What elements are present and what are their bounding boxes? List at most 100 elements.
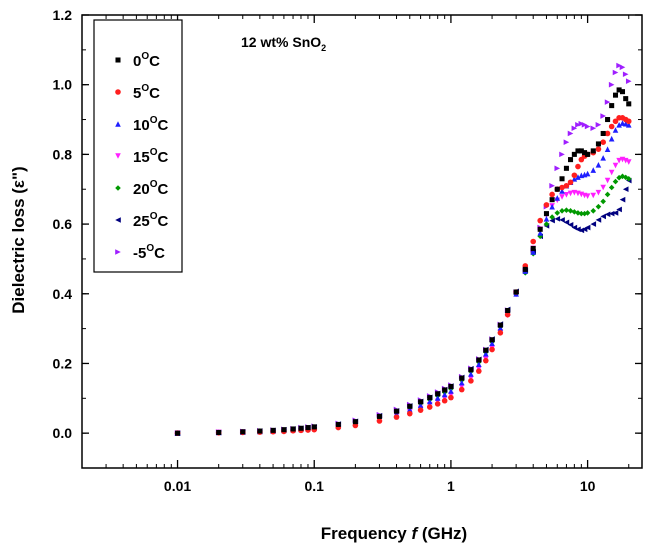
data-point: [595, 121, 602, 128]
legend-marker: [115, 57, 121, 63]
data-point: [563, 219, 570, 226]
legend-item: 10OC: [115, 115, 168, 134]
data-point: [554, 216, 561, 222]
data-point: [595, 203, 602, 210]
data-point: [571, 224, 578, 231]
legend-marker: [115, 217, 121, 223]
legend-marker: [115, 89, 121, 95]
legend-marker: [115, 249, 121, 255]
legend-item: -5OC: [115, 243, 165, 262]
data-point: [585, 151, 591, 157]
data-point: [406, 406, 413, 413]
data-point: [612, 162, 619, 169]
data-point: [622, 174, 629, 181]
data-point: [619, 120, 626, 126]
data-point: [582, 150, 588, 156]
data-point: [608, 123, 615, 130]
data-series-group: [174, 62, 632, 436]
data-point: [567, 179, 574, 186]
legend-item: 25OC: [115, 211, 168, 230]
data-point: [448, 388, 454, 394]
data-point: [483, 350, 489, 357]
data-point: [619, 196, 626, 203]
data-point: [571, 175, 578, 182]
y-tick-label: 1.0: [53, 77, 73, 93]
data-point: [625, 159, 632, 165]
y-tick-label: 1.2: [53, 7, 73, 23]
data-point: [590, 125, 597, 132]
legend-label: 10OC: [133, 115, 168, 134]
data-point: [619, 173, 626, 180]
data-point: [584, 170, 591, 177]
data-point: [616, 121, 622, 128]
data-point: [559, 184, 565, 191]
data-point: [376, 413, 382, 419]
plot-frame: [81, 14, 643, 469]
data-point: [458, 379, 465, 386]
data-point: [257, 428, 263, 434]
data-point: [441, 391, 448, 398]
data-point: [595, 189, 602, 196]
data-point: [625, 118, 632, 125]
legend: 0OC 5OC 10OC 15OC 20OC 25OC -5OC: [115, 51, 168, 262]
data-point: [554, 165, 561, 172]
data-point: [549, 203, 555, 210]
data-point: [543, 202, 550, 208]
data-point: [612, 127, 619, 133]
data-point: [476, 361, 482, 367]
data-point: [418, 399, 424, 405]
data-point: [497, 325, 504, 331]
data-point: [590, 221, 597, 227]
data-point: [590, 192, 597, 199]
data-point: [605, 117, 611, 123]
data-point: [590, 167, 597, 173]
y-tick-label: 0.4: [53, 286, 73, 302]
data-point: [604, 211, 611, 218]
data-point: [270, 427, 276, 433]
data-point: [497, 322, 503, 328]
data-point: [543, 216, 550, 222]
data-point: [434, 401, 441, 407]
legend-box: [93, 19, 183, 273]
data-point: [622, 186, 629, 193]
data-point: [435, 391, 441, 397]
data-point: [609, 103, 615, 109]
data-point: [549, 217, 555, 224]
data-point: [616, 157, 622, 164]
data-point: [625, 78, 632, 85]
data-point: [604, 191, 611, 198]
data-point: [549, 182, 555, 189]
x-axis-title: Frequency f (GHz): [321, 524, 467, 543]
data-point: [595, 141, 601, 147]
plot-area: 0.0 0.2 0.4 0.6 0.8 1.0 1.2 0.01 0.1 1 10: [53, 7, 643, 494]
data-point: [549, 197, 555, 203]
data-point: [426, 398, 433, 405]
data-point: [622, 120, 629, 127]
data-point: [578, 148, 584, 154]
data-point: [522, 266, 528, 272]
data-point: [584, 123, 591, 130]
data-point: [626, 101, 632, 107]
data-point: [604, 99, 611, 105]
data-point: [608, 135, 615, 142]
y-tick-label: 0.8: [53, 146, 73, 162]
data-point: [608, 81, 615, 88]
data-point: [426, 404, 433, 410]
data-point: [563, 182, 570, 189]
data-point: [281, 427, 287, 433]
x-tick-label: 0.01: [164, 478, 191, 494]
data-point: [489, 340, 495, 347]
data-point: [335, 421, 341, 427]
data-point: [575, 163, 581, 170]
y-tick-label: 0.6: [53, 216, 73, 232]
data-point: [216, 429, 222, 435]
data-point: [468, 378, 474, 384]
data-point: [595, 146, 602, 152]
data-point: [616, 206, 622, 213]
data-point: [530, 245, 536, 251]
y-axis-title: Dielectric loss (ε"): [9, 166, 28, 313]
data-point: [600, 113, 606, 119]
data-point: [468, 367, 474, 373]
data-point: [584, 193, 591, 199]
data-point: [305, 425, 311, 431]
